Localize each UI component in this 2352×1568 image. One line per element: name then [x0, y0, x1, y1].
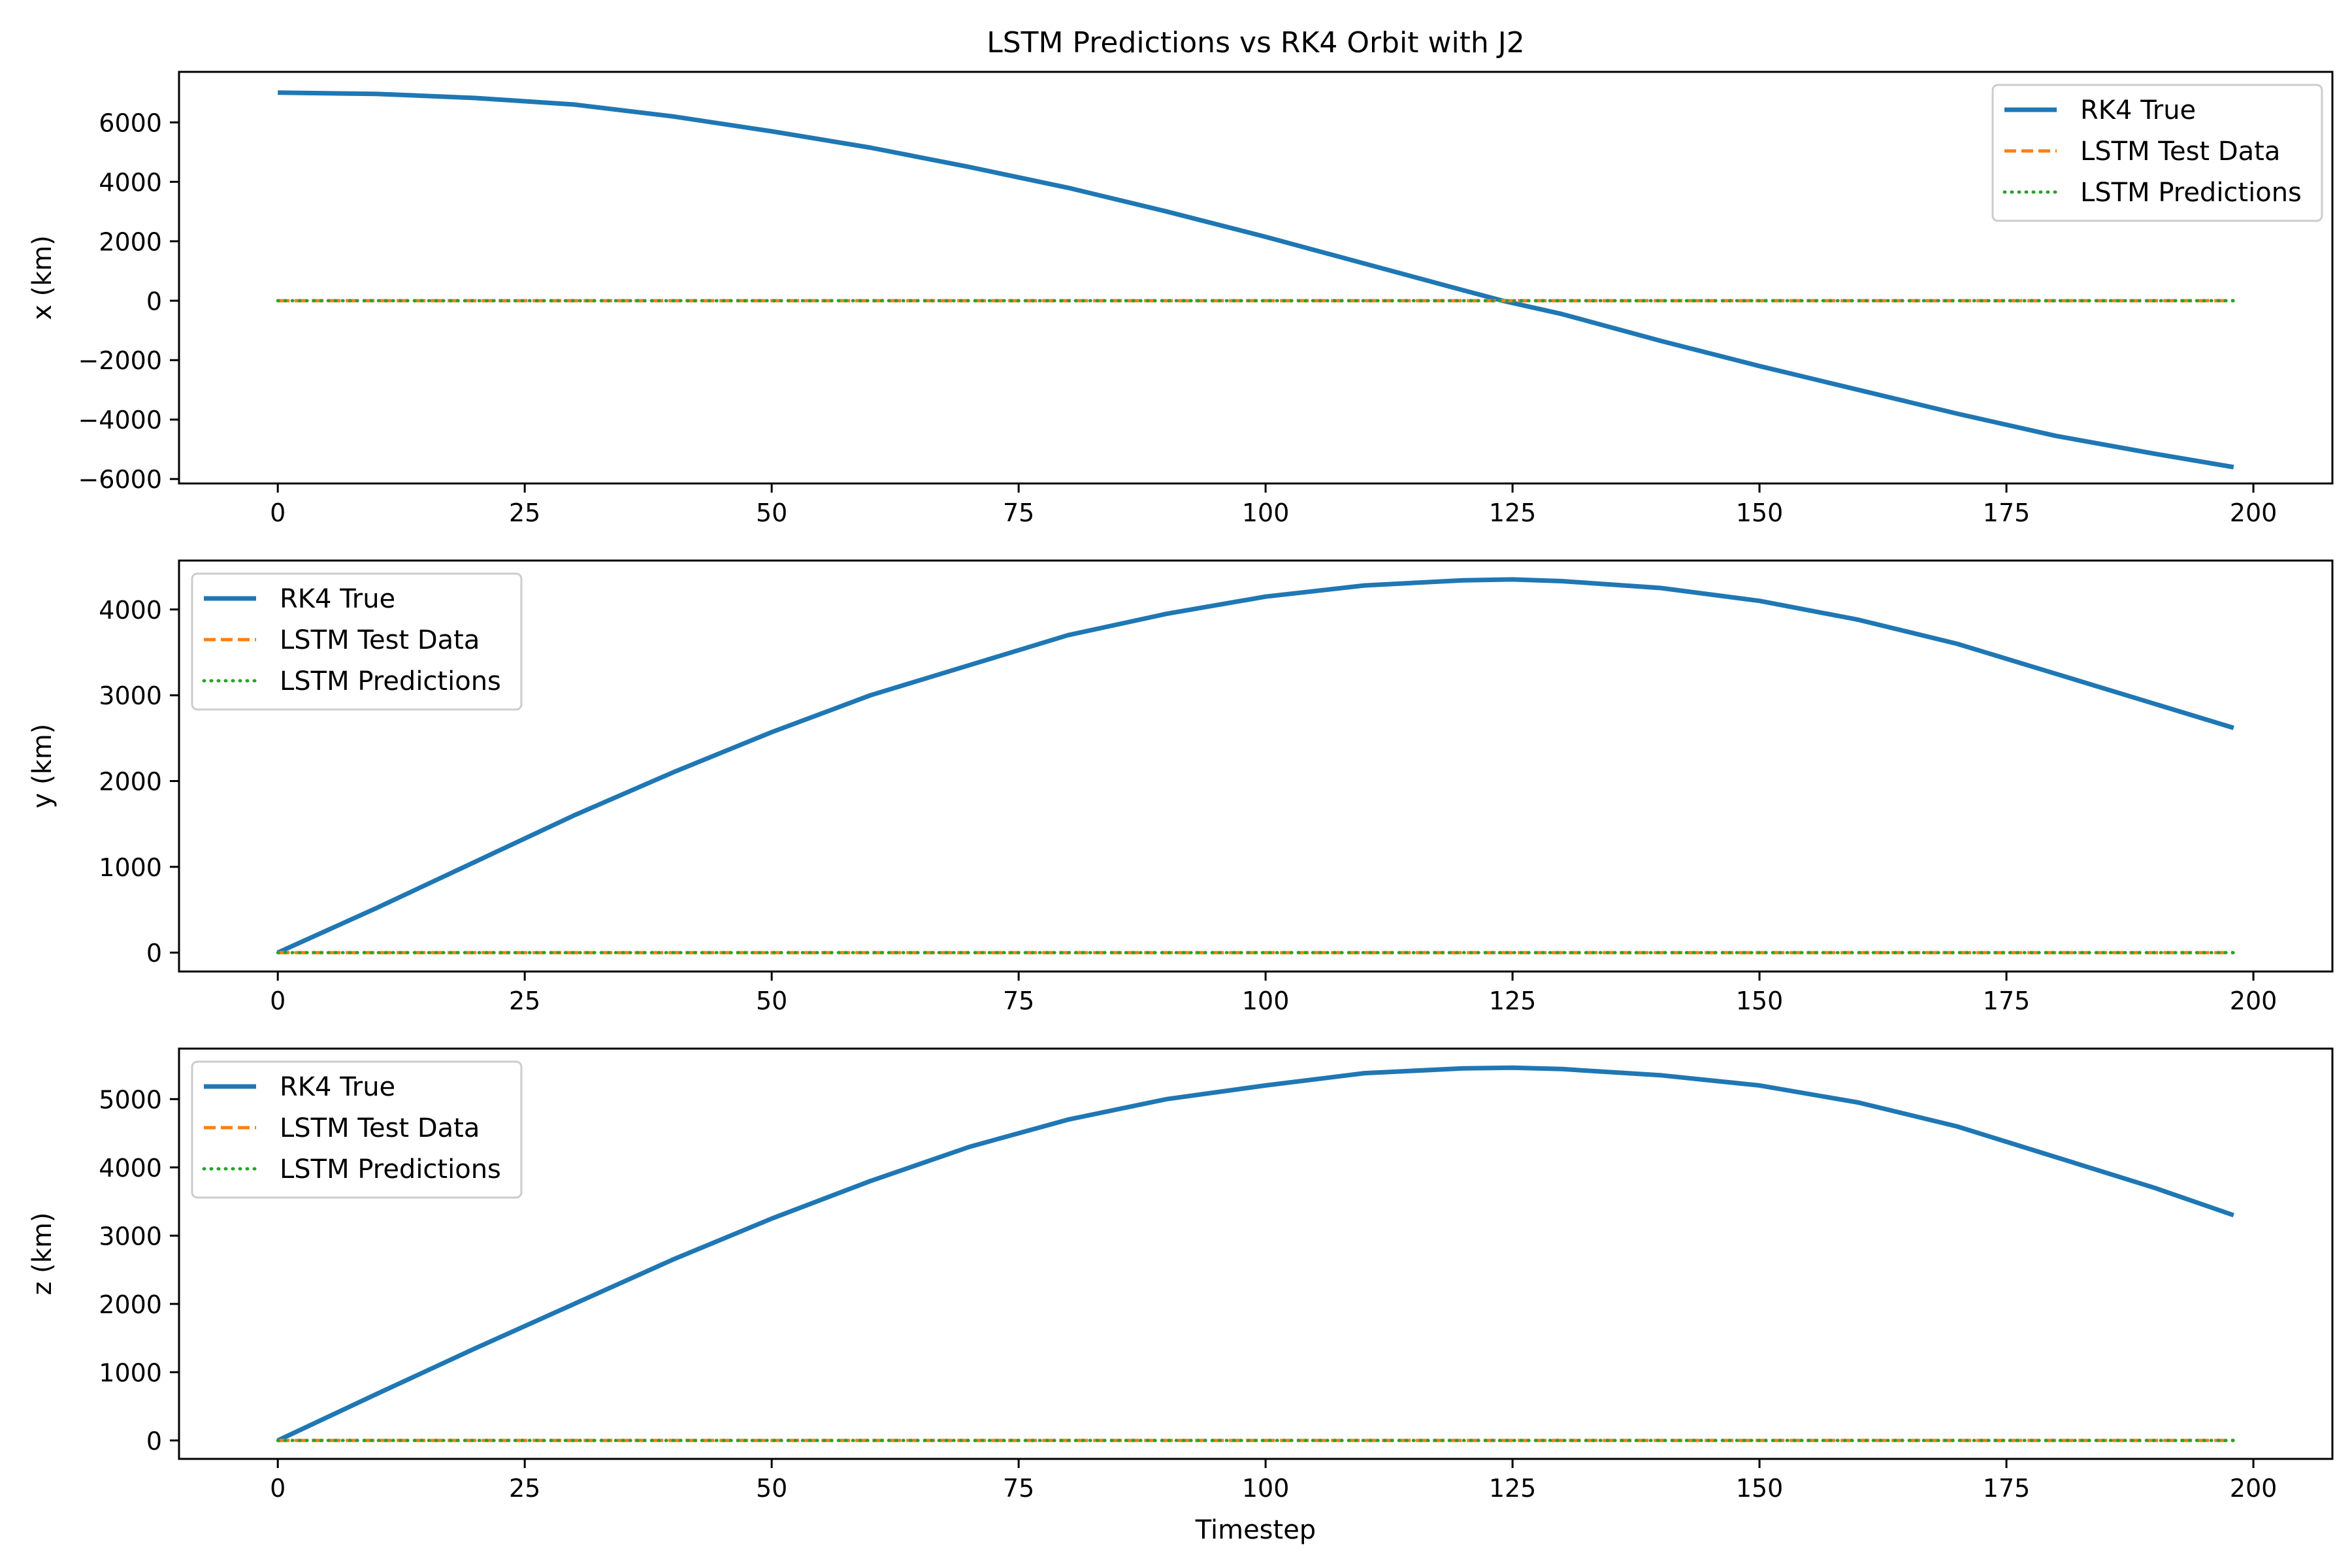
x-tick-label: 125 [1489, 1474, 1537, 1503]
legend-box [191, 1060, 523, 1199]
axes-frame [178, 71, 2334, 485]
series-line-rk4-true [276, 1065, 2234, 1443]
x-tick-label: 200 [2230, 1474, 2278, 1503]
x-tick-label: 0 [270, 498, 286, 527]
y-tick-label: 1000 [99, 853, 162, 882]
x-tick-label: 150 [1736, 498, 1784, 527]
x-tick-label: 0 [270, 1474, 286, 1503]
y-tick-label: 0 [146, 287, 162, 316]
x-tick-label: 75 [1003, 498, 1034, 527]
x-tick-label: 50 [756, 498, 787, 527]
y-tick-label: 2000 [99, 767, 162, 796]
legend-label: LSTM Predictions [280, 666, 501, 696]
y-tick-label: 4000 [99, 1154, 162, 1183]
x-tick-label: 25 [509, 498, 540, 527]
x-tick-label: 75 [1003, 987, 1034, 1015]
x-tick-label: 25 [509, 987, 540, 1015]
legend-label: LSTM Predictions [280, 1154, 501, 1184]
axes-frame [178, 559, 2334, 973]
x-tick-label: 175 [1983, 498, 2031, 527]
x-tick-label: 150 [1736, 1474, 1784, 1503]
legend: RK4 True LSTM Test Data LSTM Predictions [191, 572, 523, 711]
y-tick-label: 6000 [99, 108, 162, 137]
y-tick-label: 4000 [99, 596, 162, 625]
x-tick-label: 200 [2230, 987, 2278, 1015]
x-tick-label: 175 [1983, 1474, 2031, 1503]
y-tick-label: 2000 [99, 1290, 162, 1319]
x-tick-label: 50 [756, 1474, 787, 1503]
y-axis-label: x (km) [27, 235, 57, 320]
x-tick-label: 125 [1489, 987, 1537, 1015]
x-tick-label: 175 [1983, 987, 2031, 1015]
x-axis-label: Timestep [1195, 1515, 1316, 1545]
legend: RK4 True LSTM Test Data LSTM Predictions [191, 1060, 523, 1199]
series-line-rk4-true [276, 577, 2234, 955]
axes-frame [178, 1047, 2334, 1460]
x-tick-label: 75 [1003, 1474, 1034, 1503]
y-tick-label: 1000 [99, 1358, 162, 1387]
y-tick-label: 5000 [99, 1085, 162, 1114]
x-tick-label: 0 [270, 987, 286, 1015]
y-axis-label: y (km) [27, 724, 57, 809]
y-tick-label: −6000 [78, 465, 162, 494]
series-line-rk4-true [278, 90, 2234, 470]
legend-label: LSTM Test Data [280, 625, 480, 655]
y-tick-label: 0 [146, 1427, 162, 1456]
subplot-panels: 0 25 50 75 100 125 150 175 200 −6000 −4000 −2000 0 20… [27, 71, 2334, 1503]
subplot-3: 0 25 50 75 100 125 150 175 200010002000300040005… [27, 1047, 2334, 1503]
x-tick-label: 100 [1242, 987, 1290, 1015]
x-tick-label: 100 [1242, 498, 1290, 527]
x-tick-label: 100 [1242, 1474, 1290, 1503]
y-tick-label: −4000 [78, 406, 162, 434]
y-tick-label: 2000 [99, 227, 162, 256]
x-tick-label: 150 [1736, 987, 1784, 1015]
legend-box [1991, 84, 2323, 222]
y-tick-label: −2000 [78, 346, 162, 375]
y-tick-label: 0 [146, 939, 162, 968]
legend: RK4 True LSTM Test Data LSTM Predictions [1991, 84, 2323, 222]
legend-label: RK4 True [280, 584, 395, 614]
subplot-1: 0 25 50 75 100 125 150 175 200 −6000 −4000 −2000 0 20… [27, 71, 2334, 527]
y-tick-label: 4000 [99, 168, 162, 197]
legend-label: LSTM Test Data [2080, 137, 2280, 167]
legend-label: RK4 True [2080, 95, 2196, 125]
x-tick-label: 50 [756, 987, 787, 1015]
legend-label: LSTM Predictions [2080, 178, 2302, 208]
subplot-2: 0 25 50 75 100 125 150 175 20001000200030004000y… [27, 559, 2334, 1015]
x-tick-label: 125 [1489, 498, 1537, 527]
legend-label: RK4 True [280, 1072, 395, 1102]
y-tick-label: 3000 [99, 1222, 162, 1250]
legend-label: LSTM Test Data [280, 1113, 480, 1143]
y-axis-label: z (km) [27, 1212, 57, 1295]
x-tick-label: 200 [2230, 498, 2278, 527]
legend-box [191, 572, 523, 711]
y-tick-label: 3000 [99, 681, 162, 710]
x-tick-label: 25 [509, 1474, 540, 1503]
figure-title: LSTM Predictions vs RK4 Orbit with J2 [987, 26, 1525, 59]
